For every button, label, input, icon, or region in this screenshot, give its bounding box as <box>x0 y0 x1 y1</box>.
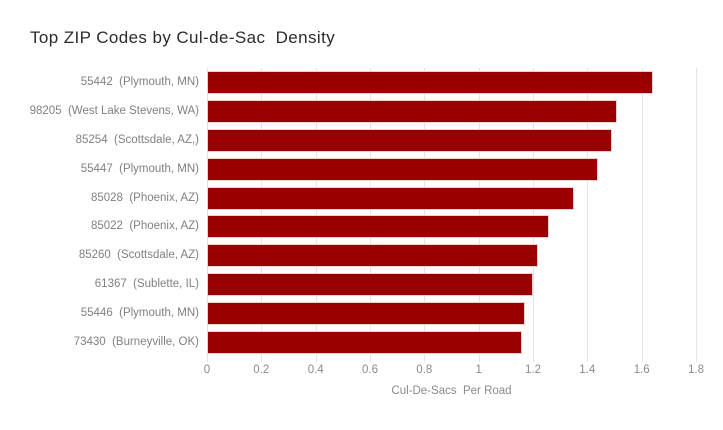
bar[interactable] <box>207 244 539 268</box>
bar-row <box>207 241 696 270</box>
gridline <box>261 68 263 362</box>
x-tick-label: 0.4 <box>307 364 324 376</box>
category-label: 73430 (Burneyville, OK) <box>73 336 199 349</box>
gridline <box>370 68 371 362</box>
category-label: 55447 (Plymouth, MN) <box>80 162 199 175</box>
bar-row <box>207 68 696 97</box>
category-label: 85022 (Phoenix, AZ) <box>90 220 199 233</box>
x-axis-title: Cul-De-Sacs Per Road <box>391 385 512 397</box>
bar[interactable] <box>207 331 523 355</box>
bar[interactable] <box>207 128 612 152</box>
category-label: 85254 (Scottsdale, AZ,) <box>75 133 199 146</box>
bar-row <box>207 328 696 357</box>
category-label: 61367 (Sublette, IL) <box>94 278 199 291</box>
x-tick-label: 0 <box>203 364 211 376</box>
x-tick-label: 0.6 <box>362 364 378 376</box>
x-tick-label: 1.2 <box>525 364 541 376</box>
category-label: 85028 (Phoenix, AZ) <box>90 191 199 204</box>
bar[interactable] <box>207 215 550 239</box>
gridline <box>587 68 589 362</box>
bar[interactable] <box>207 99 618 123</box>
bar-row <box>207 126 696 155</box>
gridline <box>424 68 426 362</box>
bar-row <box>207 184 696 213</box>
bar-row <box>207 299 696 328</box>
y-axis-labels: 55442 (Plymouth, MN) 98205 (West Lake Ste… <box>0 68 199 357</box>
gridline <box>315 68 317 362</box>
chart-title: Top ZIP Codes by Cul-de-Sac Density <box>30 28 336 47</box>
bar[interactable] <box>207 71 653 94</box>
bar[interactable] <box>207 302 525 326</box>
category-label: 55446 (Plymouth, MN) <box>80 307 199 320</box>
x-tick-label: 0.8 <box>416 364 433 376</box>
x-tick-label: 1 <box>475 364 482 376</box>
x-tick-label: 1.4 <box>579 364 596 376</box>
bar-row <box>207 155 696 184</box>
gridline <box>478 68 480 362</box>
x-tick-label: 1.6 <box>633 364 650 376</box>
bar-rows <box>207 68 696 357</box>
bar[interactable] <box>207 186 574 210</box>
gridline <box>641 68 643 362</box>
category-label: 55442 (Plymouth, MN) <box>80 76 199 88</box>
bar-row <box>207 212 696 241</box>
category-label: 85260 (Scottsdale, AZ) <box>78 249 199 262</box>
bar[interactable] <box>207 157 599 181</box>
gridline <box>696 68 697 362</box>
x-tick-label: 0.2 <box>253 364 270 376</box>
category-label: 98205 (West Lake Stevens, WA) <box>29 104 199 117</box>
bar[interactable] <box>207 273 533 297</box>
gridline <box>207 68 208 362</box>
bar-row <box>207 97 696 126</box>
gridline <box>533 68 534 362</box>
bar-row <box>207 270 696 299</box>
x-tick-label: 1.8 <box>688 364 704 376</box>
plot-area <box>207 68 697 362</box>
